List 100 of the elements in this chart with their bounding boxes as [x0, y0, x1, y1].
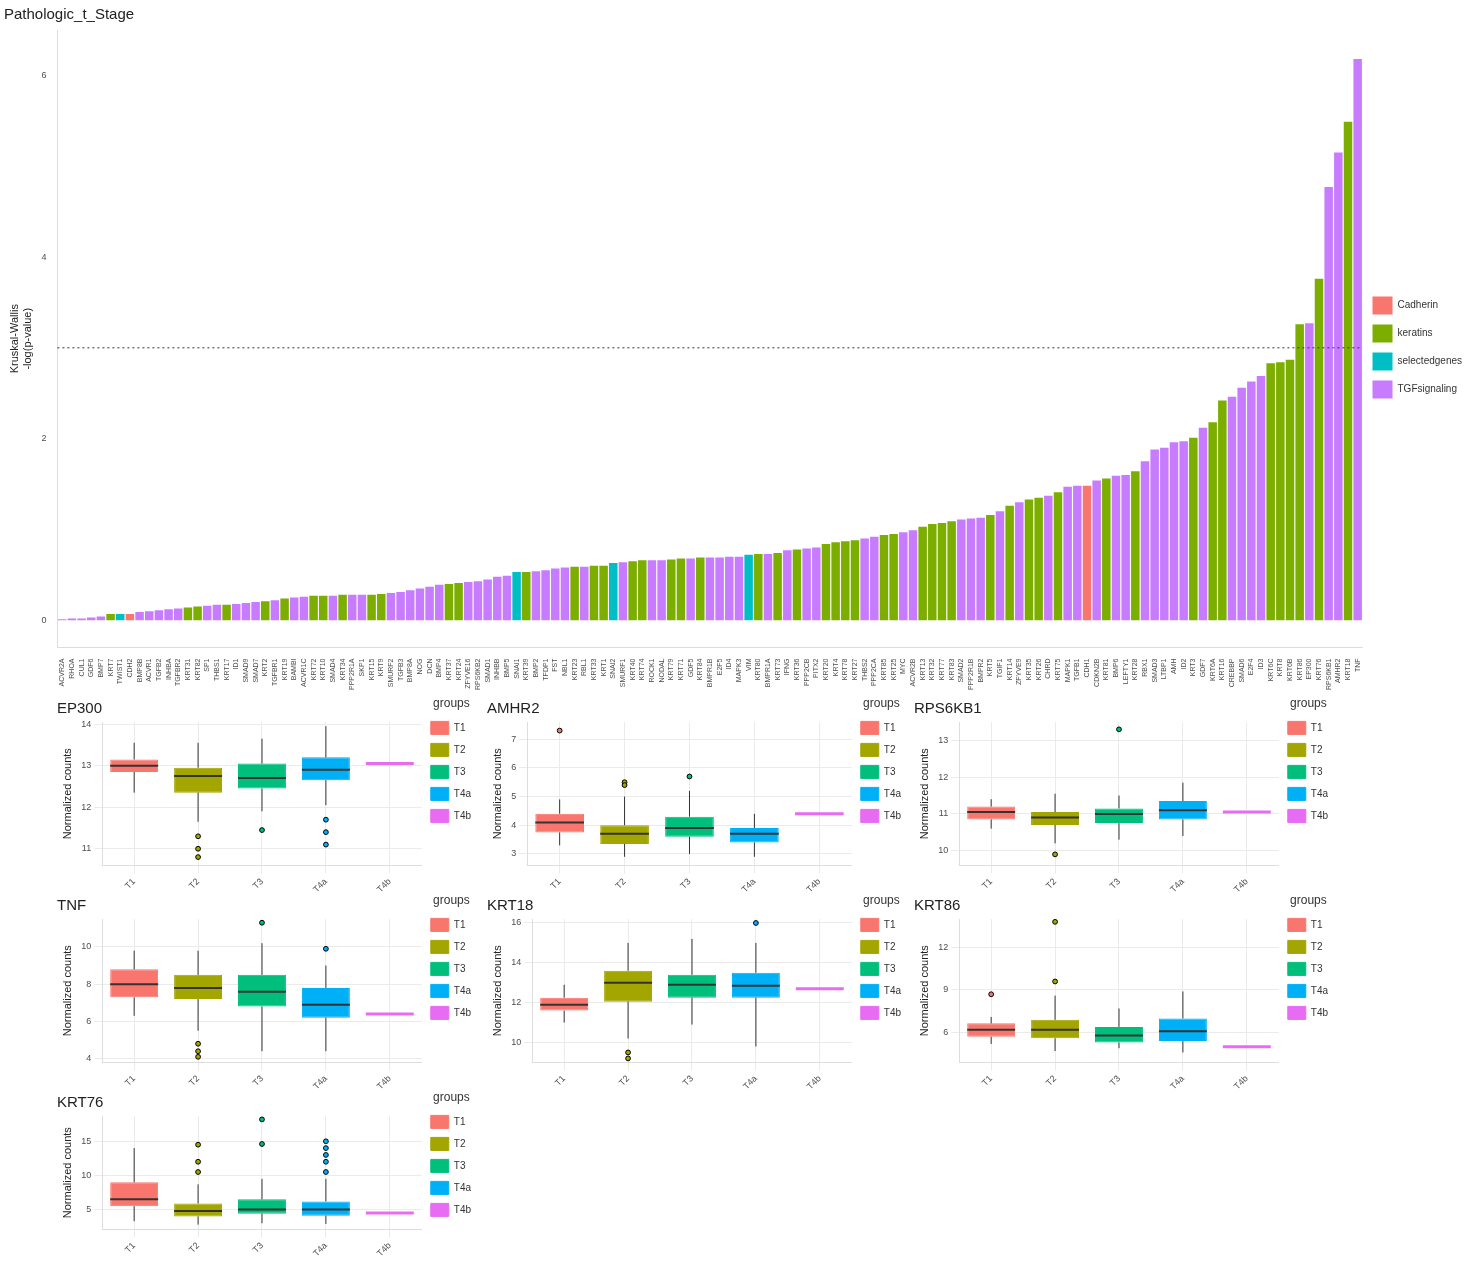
- x-tick-label: T3: [1107, 876, 1123, 891]
- legend-title: groups: [433, 696, 470, 711]
- y-tick-label: 9: [943, 984, 949, 995]
- y-tick-label: 6: [41, 69, 47, 80]
- x-tick-label: T1: [122, 1073, 138, 1088]
- legend-title: groups: [1290, 696, 1327, 711]
- y-tick-label: 4: [41, 251, 47, 262]
- legend-label: T4a: [1310, 984, 1329, 996]
- x-tick-label: T3: [1107, 1073, 1123, 1088]
- x-tick-label: T1: [979, 1073, 995, 1088]
- x-tick-label: T4a: [311, 876, 330, 895]
- x-tick-label: T2: [613, 876, 628, 891]
- legend-label: T4a: [453, 787, 472, 799]
- legend-label: T3: [883, 765, 896, 777]
- legend-label: T4b: [453, 1006, 472, 1018]
- x-tick-label: T1: [122, 876, 138, 891]
- x-tick-label: T2: [616, 1073, 632, 1088]
- y-tick-label: 6: [511, 762, 517, 773]
- x-tick-label: T4a: [1168, 1073, 1187, 1092]
- y-tick-label: 6: [943, 1027, 949, 1038]
- legend-label: T2: [883, 743, 896, 755]
- y-axis-title: Normalized counts: [60, 1126, 73, 1219]
- legend-label: T3: [1310, 962, 1323, 974]
- x-tick-label: T4a: [741, 1073, 760, 1092]
- y-tick-label: 6: [86, 1015, 92, 1026]
- chart-title: EP300: [57, 699, 103, 717]
- y-tick-label: 11: [81, 843, 92, 854]
- x-tick-label: T1: [548, 876, 563, 891]
- y-tick-label: 5: [511, 791, 517, 802]
- x-tick-label: T4b: [374, 876, 393, 895]
- legend-title: groups: [863, 696, 900, 711]
- legend-label: T2: [1310, 940, 1323, 952]
- x-tick-label: T4a: [739, 876, 758, 895]
- x-tick-label: T2: [186, 1073, 202, 1088]
- legend-label: Cadherin: [1397, 299, 1439, 311]
- y-axis-title: Normalized counts: [490, 747, 503, 840]
- x-tick-label: T2: [186, 1240, 202, 1255]
- chart-title: Pathologic_t_Stage: [4, 5, 135, 23]
- x-tick-label: T3: [680, 1073, 696, 1088]
- legend-title: groups: [863, 893, 900, 908]
- y-tick-label: 0: [41, 614, 47, 625]
- y-tick-label: 16: [511, 917, 522, 928]
- chart-title: TNF: [57, 896, 87, 914]
- legend-label: T2: [1310, 743, 1323, 755]
- legend-label: T4a: [1310, 787, 1329, 799]
- legend-label: T4b: [883, 809, 902, 821]
- legend-label: T4b: [453, 809, 472, 821]
- legend-label: T2: [883, 940, 896, 952]
- y-tick-label: 3: [511, 848, 517, 859]
- y-tick-label: 12: [938, 771, 949, 782]
- y-axis-title: Normalized counts: [917, 944, 930, 1037]
- x-tick-label: T1: [552, 1073, 568, 1088]
- chart-title: KRT86: [914, 896, 961, 914]
- y-axis-title: Normalized counts: [60, 944, 73, 1037]
- y-tick-label: 2: [41, 433, 47, 444]
- x-tick-label: T1: [979, 876, 995, 891]
- y-tick-label: 12: [511, 997, 522, 1008]
- legend-label: selectedgenes: [1397, 355, 1463, 367]
- y-tick-label: 10: [81, 1169, 92, 1180]
- legend-label: T1: [453, 1115, 466, 1127]
- legend-label: T3: [453, 962, 466, 974]
- y-tick-label: 5: [86, 1204, 92, 1215]
- legend-label: T4a: [453, 984, 472, 996]
- x-tick-label: T4a: [311, 1073, 330, 1092]
- y-tick-label: 8: [86, 978, 92, 989]
- legend-label: T4b: [1310, 809, 1329, 821]
- legend-label: T3: [1310, 765, 1323, 777]
- y-tick-label: 13: [938, 734, 949, 745]
- legend-title: groups: [433, 1090, 470, 1105]
- legend-label: T4a: [883, 984, 902, 996]
- legend-label: T1: [1310, 721, 1323, 733]
- y-axis-title: Normalized counts: [917, 747, 930, 840]
- legend-title: groups: [1290, 893, 1327, 908]
- chart-title: KRT76: [57, 1093, 104, 1111]
- legend-label: T4a: [883, 787, 902, 799]
- y-axis-title: Normalized counts: [60, 747, 73, 840]
- legend-label: T4b: [1310, 1006, 1329, 1018]
- legend-label: T2: [453, 940, 466, 952]
- y-tick-label: 15: [81, 1135, 92, 1146]
- y-tick-label: 14: [511, 957, 522, 968]
- legend-label: TGFsignaling: [1397, 383, 1457, 395]
- x-tick-label: T3: [678, 876, 693, 891]
- y-axis-title: Normalized counts: [490, 944, 503, 1037]
- legend-label: T1: [883, 721, 896, 733]
- chart-title: AMHR2: [487, 699, 540, 717]
- y-tick-label: 4: [86, 1053, 92, 1064]
- y-tick-label: 13: [81, 760, 92, 771]
- x-tick-label: T4b: [374, 1073, 393, 1092]
- legend-label: keratins: [1397, 327, 1433, 339]
- y-tick-label: 14: [81, 718, 92, 729]
- x-tick-label: T3: [250, 1240, 266, 1255]
- y-tick-label: 12: [938, 941, 949, 952]
- chart-title: RPS6KB1: [914, 699, 982, 717]
- y-tick-label: 10: [81, 941, 92, 952]
- y-tick-label: 10: [938, 845, 949, 856]
- x-tick-label: T4a: [311, 1240, 330, 1259]
- x-tick-label: T3: [250, 876, 266, 891]
- legend-label: T3: [453, 1159, 466, 1171]
- legend-label: T3: [453, 765, 466, 777]
- x-tick-label: T4b: [804, 876, 823, 895]
